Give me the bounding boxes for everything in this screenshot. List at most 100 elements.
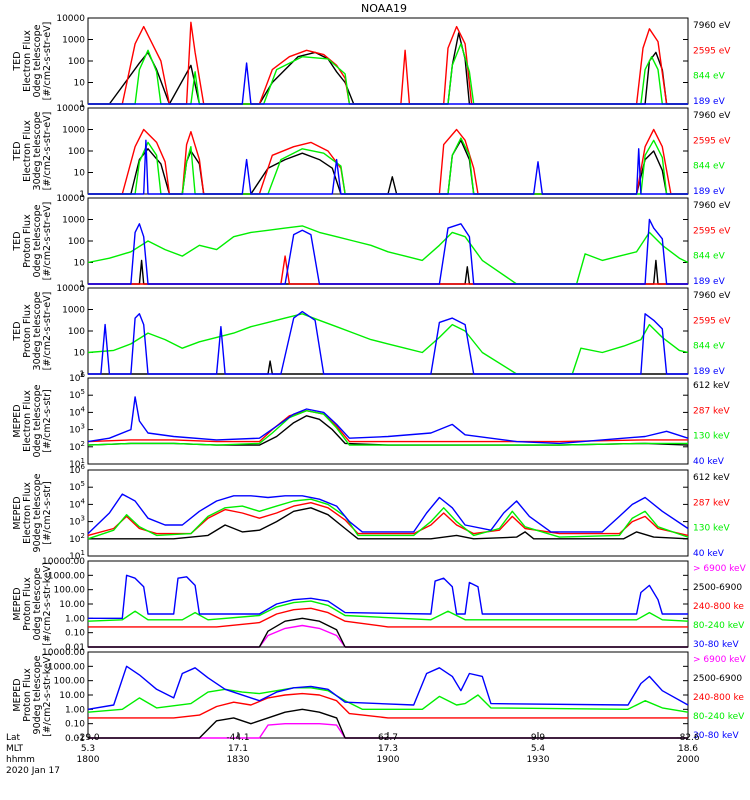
- y-tick-label: 10000: [56, 14, 85, 24]
- channel-label: 189 eV: [693, 367, 726, 377]
- y-tick-label: 105: [69, 480, 85, 493]
- y-axis-label: MEPEDProton Flux0deg telescope[#/cm2-s-s…: [12, 562, 53, 646]
- x-tick-label: 2000: [677, 755, 700, 765]
- series-green: [88, 43, 688, 105]
- x-tick-label: 1830: [227, 755, 250, 765]
- x-row-label: Lat: [6, 733, 21, 743]
- y-tick-label: 100.00: [54, 677, 86, 687]
- y-tick-label: 10: [74, 79, 86, 89]
- series-blue: [88, 62, 688, 105]
- series-red: [88, 255, 688, 285]
- series-blue: [87, 493, 689, 535]
- channel-label: 189 eV: [693, 187, 726, 197]
- series-green: [87, 313, 689, 375]
- channel-label: 2595 eV: [693, 226, 731, 236]
- y-tick-label: 1: [79, 190, 85, 200]
- y-tick-label: 10000.00: [42, 557, 85, 567]
- channel-label: 189 eV: [693, 277, 726, 287]
- channel-label: 240-800 ke: [693, 693, 744, 703]
- series-red: [88, 128, 688, 195]
- y-tick-label: 10.00: [59, 600, 85, 610]
- channel-label: 30-80 keV: [693, 731, 739, 741]
- y-tick-label: 103: [69, 515, 85, 528]
- y-tick-label: 1: [79, 280, 85, 290]
- y-tick-label: 1.00: [65, 705, 85, 715]
- y-tick-label: 10000.00: [42, 648, 85, 658]
- y-tick-label: 1: [79, 100, 85, 110]
- x-tick-label: 5.3: [81, 744, 95, 754]
- series-magenta: [88, 624, 688, 648]
- series-black: [88, 617, 688, 648]
- series-black: [88, 708, 688, 739]
- series-blue: [88, 310, 688, 375]
- panel-frame: [87, 377, 689, 465]
- channel-label: 40 keV: [693, 549, 725, 559]
- y-tick-label: 10: [74, 259, 86, 269]
- series-green: [87, 687, 689, 713]
- y-axis-label: TEDProton Flux0deg telescope[#/cm2-s-str…: [12, 202, 53, 281]
- channel-label: 844 eV: [693, 252, 726, 262]
- plot-title: NOAA19: [361, 2, 407, 15]
- channel-label: 2595 eV: [693, 46, 731, 56]
- y-tick-label: 0.01: [65, 734, 85, 744]
- y-tick-label: 10000: [56, 284, 85, 294]
- channel-label: 7960 eV: [693, 291, 731, 301]
- channel-label: 2500-6900: [693, 674, 742, 684]
- channel-label: 2500-6900: [693, 583, 742, 593]
- y-axis-label: TEDElectron Flux0deg telescope[#/cm2-s-s…: [12, 22, 53, 101]
- series-black: [88, 507, 689, 540]
- channel-label: 40 keV: [693, 457, 725, 467]
- x-row-label: 2020 Jan 17: [6, 766, 60, 776]
- series-blue: [87, 396, 689, 445]
- y-tick-label: 104: [69, 405, 85, 418]
- channel-label: 844 eV: [693, 162, 726, 172]
- y-tick-label: 100.00: [54, 586, 86, 596]
- channel-label: 80-240 keV: [693, 621, 745, 631]
- x-tick-label: 17.3: [378, 744, 398, 754]
- y-tick-label: 1000: [62, 306, 85, 316]
- panel-frame: [87, 469, 689, 557]
- series-red: [88, 607, 688, 628]
- channel-label: 130 keV: [693, 524, 730, 534]
- x-row-label: hhmm: [6, 755, 35, 765]
- channel-label: 80-240 keV: [693, 712, 745, 722]
- x-tick-label: 1800: [77, 755, 100, 765]
- y-axis-label: TEDProton Flux30deg telescope[#/cm2-s-st…: [12, 291, 53, 370]
- y-tick-label: 104: [69, 497, 85, 510]
- channel-label: 612 keV: [693, 381, 730, 391]
- x-tick-label: 62.7: [378, 733, 398, 743]
- y-tick-label: 1: [79, 370, 85, 380]
- channel-label: 30-80 keV: [693, 640, 739, 650]
- x-tick-label: 5.4: [531, 744, 546, 754]
- y-tick-label: 10000: [56, 104, 85, 114]
- x-tick-label: 1900: [377, 755, 400, 765]
- y-axis-label: MEPEDElectron Flux90deg telescope[#/cm2-…: [12, 473, 53, 552]
- series-green: [88, 137, 688, 195]
- channel-label: 844 eV: [693, 342, 726, 352]
- panel-8: 0.01 0.10 1.00 10.00 100.00 1000.00 10000.00ME…: [12, 648, 747, 744]
- x-tick-label: 1930: [527, 755, 550, 765]
- x-tick-label: -44.1: [226, 733, 249, 743]
- panel-7: 0.01 0.10 1.00 10.00 100.00 1000.00 10000.00ME…: [12, 557, 747, 653]
- series-black: [88, 32, 688, 105]
- y-tick-label: 1000: [62, 216, 85, 226]
- series-black: [88, 139, 688, 195]
- channel-label: 287 keV: [693, 406, 730, 416]
- y-tick-label: 102: [69, 440, 85, 453]
- y-axis-label: MEPEDProton Flux90deg telescope[#/cm2-s-…: [12, 653, 53, 737]
- y-tick-label: 100: [68, 57, 85, 67]
- channel-label: 130 keV: [693, 432, 730, 442]
- y-tick-label: 103: [69, 423, 85, 436]
- series-magenta: [88, 723, 688, 739]
- y-tick-label: 1.00: [65, 614, 85, 624]
- x-row-label: MLT: [6, 744, 24, 754]
- series-green: [87, 600, 689, 622]
- channel-label: > 6900 keV: [693, 655, 747, 665]
- series-red: [88, 21, 688, 105]
- channel-label: 2595 eV: [693, 316, 731, 326]
- panel-frame: [87, 651, 689, 739]
- y-tick-label: 106: [69, 371, 85, 384]
